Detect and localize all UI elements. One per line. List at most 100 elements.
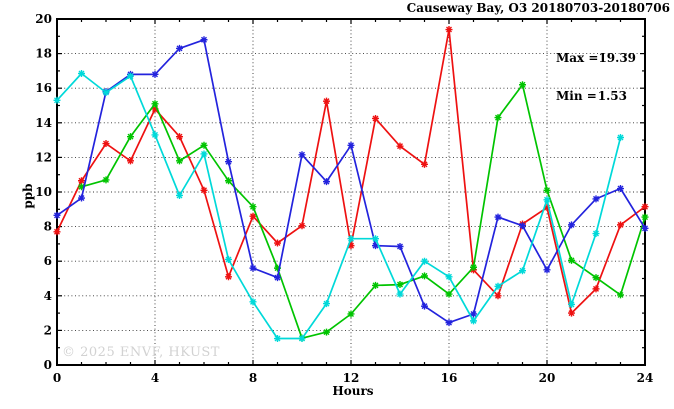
series-red-marker xyxy=(421,160,428,168)
max-label: Max = xyxy=(556,51,599,65)
series-red-marker xyxy=(617,221,624,229)
series-green-marker xyxy=(470,263,477,271)
series-green-marker xyxy=(519,81,526,89)
series-green-marker xyxy=(396,281,404,289)
series-red-marker xyxy=(176,133,183,141)
min-value: 1.53 xyxy=(597,88,627,103)
series-green-marker xyxy=(127,133,134,141)
series-blue-marker xyxy=(543,266,551,274)
x-tick-label: 20 xyxy=(539,371,556,385)
series-blue-marker xyxy=(151,70,159,78)
watermark: © 2025 ENVF, HKUST xyxy=(62,345,220,360)
y-tick-label: 16 xyxy=(35,81,52,95)
series-red-marker xyxy=(494,292,502,300)
x-tick-label: 8 xyxy=(249,371,257,385)
series-green-marker xyxy=(592,274,600,282)
y-axis-title: ppb xyxy=(21,183,35,209)
series-cyan-marker xyxy=(568,300,575,308)
series-blue-marker xyxy=(421,302,428,310)
series-green-line xyxy=(81,83,646,340)
x-tick-label: 4 xyxy=(151,371,159,385)
series-green-marker xyxy=(568,256,575,264)
x-tick-label: 16 xyxy=(441,371,458,385)
series-green-marker xyxy=(225,177,232,185)
series-green-marker xyxy=(494,114,502,122)
max-min-annotation: Max = 19.39 Min = 1.53 xyxy=(556,27,636,127)
series-red-marker xyxy=(641,203,649,211)
series-cyan-marker xyxy=(494,282,502,290)
series-cyan-marker xyxy=(298,335,306,343)
series-cyan-marker xyxy=(102,89,110,97)
y-tick-label: 2 xyxy=(44,323,52,337)
series-green-marker xyxy=(617,291,624,299)
series-red-marker xyxy=(53,228,61,236)
series-blue-marker xyxy=(592,195,600,203)
y-tick-label: 12 xyxy=(35,150,52,164)
series-green-marker xyxy=(641,213,649,221)
series-red-marker xyxy=(543,204,551,212)
y-tick-label: 18 xyxy=(35,47,52,61)
series-green-marker xyxy=(543,186,551,194)
series-red-marker xyxy=(249,212,257,220)
series-cyan-marker xyxy=(323,300,330,308)
series-green-marker xyxy=(102,176,110,184)
series-cyan-marker xyxy=(200,150,208,158)
y-tick-label: 4 xyxy=(44,289,52,303)
y-tick-label: 20 xyxy=(35,12,52,26)
series-blue-marker xyxy=(53,211,61,219)
x-tick-label: 0 xyxy=(53,371,61,385)
series-green-marker xyxy=(78,183,85,191)
series-cyan-marker xyxy=(176,191,183,199)
series-red-marker xyxy=(102,140,110,148)
chart-title: Causeway Bay, O3 20180703-20180706 xyxy=(406,1,670,15)
series-red-marker xyxy=(200,186,208,194)
series-cyan-marker xyxy=(519,267,526,275)
y-tick-label: 14 xyxy=(35,116,52,130)
series-cyan-marker xyxy=(127,72,134,80)
series-cyan-line xyxy=(56,72,622,340)
series-cyan-marker xyxy=(249,298,257,306)
series-blue-marker xyxy=(200,36,208,44)
y-tick-label: 6 xyxy=(44,254,52,268)
series-cyan-marker xyxy=(617,134,624,142)
y-tick-label: 8 xyxy=(44,220,52,234)
series-green-marker xyxy=(421,272,428,280)
series-cyan-marker xyxy=(274,335,281,343)
series-cyan-marker xyxy=(396,290,404,298)
series-cyan-marker xyxy=(543,196,551,204)
series-blue-marker xyxy=(323,178,330,186)
y-tick-label: 0 xyxy=(44,358,52,372)
series-green-marker xyxy=(151,100,159,108)
series-blue-marker xyxy=(78,194,85,202)
series-blue-marker xyxy=(347,141,355,149)
y-tick-label: 10 xyxy=(35,185,52,199)
series-blue-marker xyxy=(396,242,404,250)
series-cyan-marker xyxy=(53,96,61,104)
series-green-marker xyxy=(249,203,257,211)
series-red-marker xyxy=(396,142,404,150)
series-red-marker xyxy=(592,285,600,293)
series-red-marker xyxy=(78,177,85,185)
series-red-marker xyxy=(372,114,379,122)
x-axis-title: Hours xyxy=(332,384,374,398)
series-red-marker xyxy=(323,97,330,105)
series-blue-marker xyxy=(225,158,232,166)
x-tick-label: 12 xyxy=(343,371,360,385)
series-green-marker xyxy=(274,264,281,272)
series-blue-marker xyxy=(568,221,575,229)
series-red-marker xyxy=(298,222,306,230)
series-cyan-marker xyxy=(470,317,477,325)
series-green-marker xyxy=(445,290,453,298)
series-blue-marker xyxy=(249,264,257,272)
series-blue-marker xyxy=(372,242,379,250)
series-blue-marker xyxy=(445,319,453,327)
series-cyan-marker xyxy=(445,273,453,281)
series-green-marker xyxy=(372,281,379,289)
series-cyan-marker xyxy=(372,235,379,243)
series-red-marker xyxy=(151,105,159,113)
series-green-marker xyxy=(200,141,208,149)
series-blue-marker xyxy=(519,222,526,230)
series-blue-marker xyxy=(641,224,649,232)
